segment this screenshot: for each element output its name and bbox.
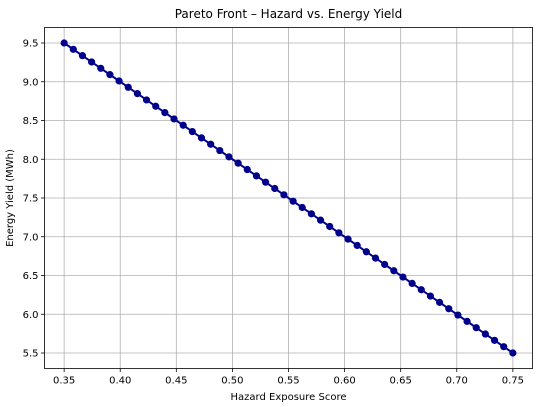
data-point [417,286,425,294]
data-point [280,191,288,199]
data-point [243,165,251,174]
x-tick-label: 0.50 [221,376,243,387]
data-point [472,324,480,332]
y-axis-ticks: 5.5 6.0 6.5 7.0 7.5 8.0 8.5 9.0 9.5 [23,39,45,360]
x-tick-label: 0.35 [53,376,75,387]
x-axis-ticks: 0.35 0.40 0.45 0.50 0.55 0.60 0.65 0.70 0.75 [53,368,524,387]
data-point [115,77,123,85]
data-point [252,172,261,180]
chart-title: Pareto Front – Hazard vs. Energy Yield [175,7,403,21]
y-tick-label: 7.5 [23,194,39,205]
data-point [207,140,215,148]
y-tick-label: 5.5 [23,349,39,360]
data-point [225,153,233,161]
data-point [371,254,380,262]
data-point [197,134,206,142]
data-point [335,229,343,237]
data-point [97,64,105,72]
data-point [436,298,444,306]
x-tick-label: 0.40 [109,376,131,387]
data-point [390,267,398,275]
y-tick-label: 9.5 [23,39,39,50]
y-tick-label: 8.0 [23,155,39,166]
data-point [298,203,306,212]
data-point [262,178,270,186]
data-point [316,216,325,224]
series-markers [60,39,517,357]
data-point [60,39,68,47]
data-point [161,108,169,117]
data-point [133,90,141,98]
data-point [124,83,132,91]
data-point [408,279,416,288]
data-point [381,260,389,269]
y-tick-label: 8.5 [23,116,39,127]
data-point [88,58,96,66]
data-point [69,45,77,53]
data-point [399,273,407,281]
data-point [326,222,334,231]
data-point [142,96,151,104]
data-point [490,336,499,344]
data-point [289,197,297,205]
data-point [445,305,453,313]
data-point [500,343,508,351]
x-tick-label: 0.65 [390,376,412,387]
x-tick-label: 0.70 [446,376,468,387]
data-point [234,159,242,167]
y-tick-label: 6.5 [23,271,39,282]
data-point [307,210,315,218]
data-point [188,127,196,136]
data-point [106,71,114,79]
x-axis-title: Hazard Exposure Score [231,392,347,403]
data-point [78,52,87,60]
data-point [463,317,471,325]
data-point [454,311,462,319]
y-tick-label: 9.0 [23,77,39,88]
data-point [271,184,279,193]
data-point [481,330,489,338]
data-point [179,121,187,129]
data-point [509,349,517,357]
data-point [362,248,370,256]
x-tick-label: 0.75 [502,376,524,387]
x-tick-label: 0.45 [165,376,187,387]
x-tick-label: 0.55 [277,376,299,387]
x-tick-label: 0.60 [333,376,355,387]
y-axis-title: Energy Yield (MWh) [5,149,16,247]
data-point [152,102,160,110]
data-point [344,235,352,243]
data-point [216,146,224,155]
data-point [353,241,361,250]
data-point [426,292,435,300]
y-tick-label: 6.0 [23,310,39,321]
data-point [170,115,178,123]
y-tick-label: 7.0 [23,232,39,243]
